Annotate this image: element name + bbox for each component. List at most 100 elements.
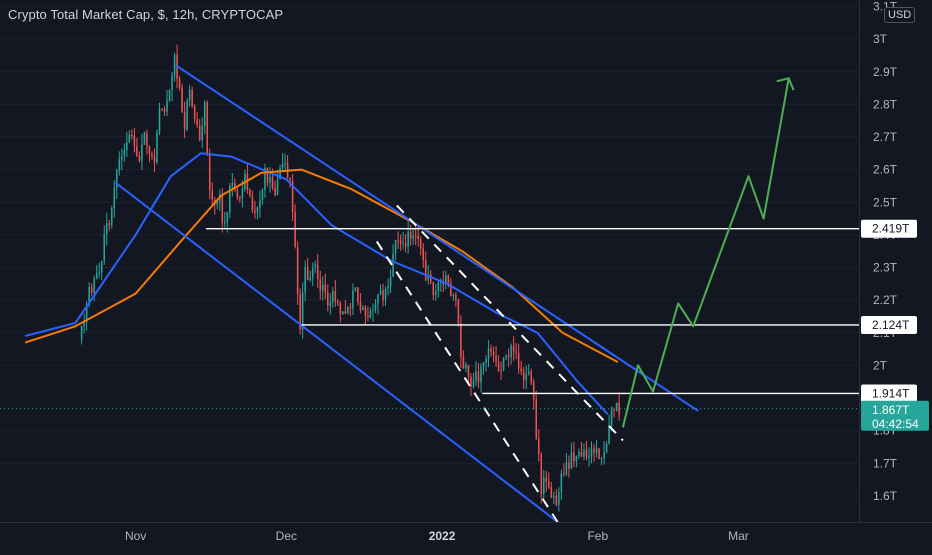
projection-line (621, 78, 790, 428)
x-tick-label: Feb (587, 529, 608, 543)
candle-body (171, 75, 173, 91)
candle-body (545, 477, 548, 482)
candle-body (364, 306, 367, 316)
candle-body (284, 163, 286, 165)
candle-body (276, 179, 279, 196)
key-level-box (861, 219, 917, 238)
dashed-channel-line (396, 204, 624, 442)
candle-body (487, 348, 490, 359)
candle-body (133, 135, 136, 147)
candle-body (231, 182, 234, 186)
candle-body (618, 402, 620, 415)
candle-body (462, 356, 465, 369)
candle-body (88, 287, 90, 306)
candle-body (234, 182, 236, 190)
candle-body (548, 481, 550, 488)
key-level-label: 1.914T (872, 386, 910, 400)
last-price-value: 1.867T (872, 403, 910, 417)
dashed-channel-line (375, 240, 559, 522)
candle-body (186, 100, 188, 130)
candle-body (332, 291, 334, 303)
candle-body (334, 291, 337, 302)
candle-body (156, 132, 158, 163)
candle-body (389, 276, 392, 287)
candle-body (495, 355, 497, 363)
x-tick-label: Mar (728, 529, 749, 543)
candle-body (540, 454, 543, 495)
candle-body (382, 290, 384, 300)
candle-body (372, 309, 374, 311)
candle-body (500, 370, 502, 372)
candle-body (110, 207, 113, 226)
candle-body (301, 292, 304, 330)
candle-body (603, 452, 605, 459)
candle-body (126, 142, 128, 151)
candle-body (279, 167, 281, 180)
candle-body (490, 348, 492, 352)
candle-body (136, 146, 138, 156)
candle-body (583, 449, 585, 457)
candle-body (146, 132, 148, 147)
candle-body (445, 275, 447, 285)
candle-body (507, 355, 510, 358)
price-axis-panel[interactable] (859, 0, 932, 522)
candle-body (319, 278, 322, 291)
candle-body (455, 294, 457, 300)
candle-body (369, 310, 372, 318)
candle-body (103, 234, 106, 261)
candle-body (128, 134, 131, 143)
candle-body (229, 185, 231, 213)
y-tick-label: 2.2T (873, 293, 898, 307)
candle-body (432, 282, 435, 295)
candle-body (593, 448, 595, 453)
candle-body (402, 243, 404, 245)
candle-body (613, 409, 615, 411)
candle-body (440, 281, 442, 283)
candle-body (568, 462, 570, 469)
y-axis-ticks: 1.6T1.7T1.8T2T2.1T2.2T2.3T2.4T2.5T2.6T2.… (873, 0, 898, 503)
candle-body (98, 272, 100, 274)
candle-body (168, 90, 171, 101)
candle-body (465, 364, 467, 369)
candle-body (377, 294, 379, 304)
candle-body (512, 345, 515, 352)
moving-average-blue (24, 152, 609, 415)
candle-body (123, 150, 126, 157)
candle-body (527, 371, 530, 375)
candle-body (131, 134, 133, 136)
candle-body (173, 55, 176, 76)
candle-body (178, 78, 181, 88)
candle-body (201, 126, 203, 141)
candle-body (138, 155, 141, 161)
candle-body (158, 108, 161, 133)
projection-arrowhead (776, 77, 795, 91)
candle-body (342, 311, 344, 315)
time-axis-panel[interactable] (0, 522, 932, 550)
candle-body (349, 307, 352, 309)
plot-area[interactable] (0, 44, 859, 522)
y-tick-label: 2.8T (873, 97, 898, 111)
candle-body (485, 358, 487, 363)
candle-body (226, 212, 229, 223)
candle-body (578, 452, 580, 457)
candle-body (352, 290, 354, 309)
candle-body (392, 253, 394, 277)
candle-body (598, 448, 600, 460)
key-level-box (861, 384, 917, 403)
candle-body (143, 132, 146, 145)
candle-body (580, 452, 583, 457)
channel-line (175, 64, 699, 412)
candle-body (588, 456, 590, 458)
candle-body (435, 291, 437, 295)
projection-path (621, 77, 795, 428)
candle-body (457, 299, 460, 324)
y-tick-label: 2.7T (873, 130, 898, 144)
level-labels: 2.419T 2.124T 1.914T (861, 219, 917, 403)
candle-body (118, 159, 121, 171)
currency-badge[interactable]: USD (884, 7, 916, 23)
candle-body (472, 380, 475, 387)
candle-body (362, 306, 364, 310)
